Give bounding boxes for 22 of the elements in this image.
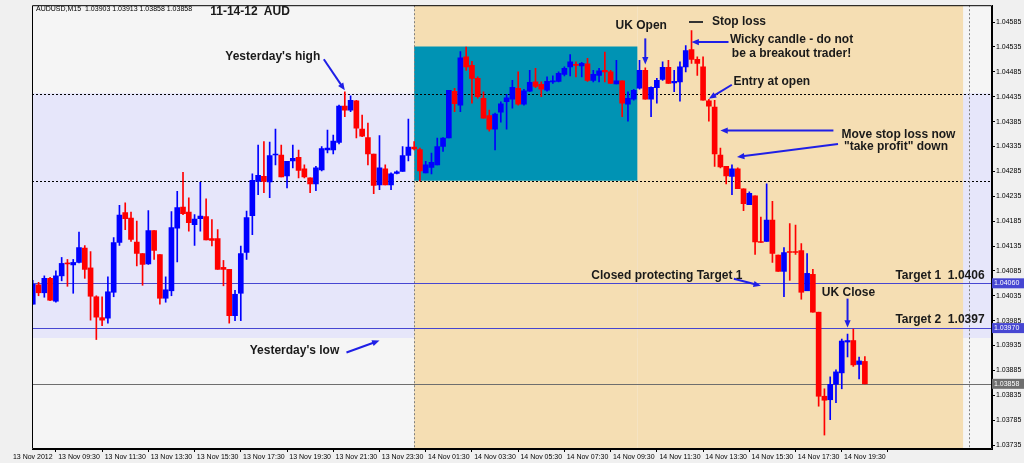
annotation: Closed protecting Target 1 <box>591 268 743 283</box>
annotation: Target 2 1.0397 <box>895 312 985 327</box>
annotation: Yesterday's low <box>249 342 340 357</box>
candlestick <box>578 62 585 78</box>
candlestick <box>341 91 348 117</box>
annotation: UK Open <box>615 17 667 32</box>
candlestick <box>573 61 579 78</box>
candlestick <box>99 296 105 326</box>
chart-title: 11-14-12 AUD <box>210 4 291 19</box>
candlestick <box>261 141 267 194</box>
annotation: UK Close <box>821 284 876 299</box>
annotation: Yesterday's high <box>225 48 321 63</box>
annotation: "take profit" down <box>843 139 949 154</box>
annotation: Wicky candle - do not be a breakout trader! <box>729 32 854 61</box>
candlestick <box>289 144 296 169</box>
annotation: Target 1 1.0406 <box>895 267 985 282</box>
candlestick <box>602 51 608 83</box>
candlestick <box>856 356 862 380</box>
annotation: Stop loss <box>711 14 767 29</box>
annotation: Move stop loss now <box>841 126 957 141</box>
candlestick <box>567 54 573 77</box>
annotation: Entry at open <box>733 74 811 89</box>
